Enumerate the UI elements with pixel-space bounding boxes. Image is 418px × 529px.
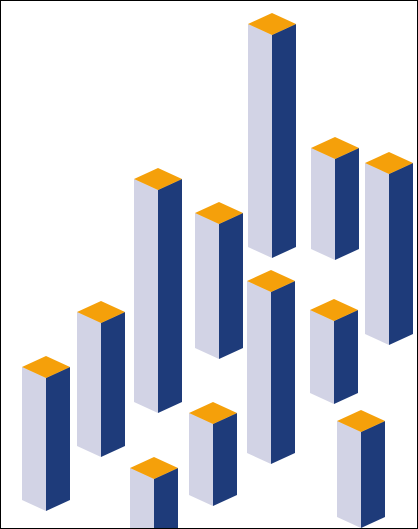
column-right-face <box>389 163 413 345</box>
column-right-face <box>154 468 178 528</box>
column-left-face <box>134 179 158 413</box>
column-top-face <box>247 270 295 292</box>
column-7 <box>310 299 358 404</box>
column-left-face <box>189 413 213 506</box>
column-top-face <box>310 299 358 321</box>
column-top-face <box>311 137 359 159</box>
column-top-face <box>365 152 413 174</box>
column-right-face <box>361 421 385 528</box>
column-right-face <box>335 148 359 260</box>
column-3 <box>365 152 413 345</box>
column-6 <box>247 270 295 464</box>
column-right-face <box>219 213 243 359</box>
column-10 <box>189 402 237 506</box>
column-left-face <box>195 213 219 359</box>
column-top-face <box>248 13 296 35</box>
column-right-face <box>271 281 295 464</box>
column-left-face <box>337 421 361 528</box>
column-12 <box>130 457 178 528</box>
column-right-face <box>213 413 237 506</box>
column-right-face <box>158 179 182 413</box>
column-4 <box>134 168 182 413</box>
column-right-face <box>46 367 70 511</box>
column-11 <box>337 410 385 528</box>
column-9 <box>22 356 70 511</box>
column-5 <box>195 202 243 359</box>
column-left-face <box>247 281 271 464</box>
column-top-face <box>337 410 385 432</box>
column-left-face <box>310 310 334 404</box>
column-8 <box>77 301 125 457</box>
column-right-face <box>101 312 125 457</box>
column-top-face <box>195 202 243 224</box>
column-2 <box>311 137 359 260</box>
column-left-face <box>311 148 335 260</box>
column-left-face <box>130 468 154 528</box>
column-left-face <box>77 312 101 457</box>
column-top-face <box>77 301 125 323</box>
column-left-face <box>365 163 389 345</box>
column-top-face <box>134 168 182 190</box>
column-left-face <box>248 24 272 258</box>
column-top-face <box>189 402 237 424</box>
column-top-face <box>22 356 70 378</box>
column-left-face <box>22 367 46 511</box>
column-right-face <box>272 24 296 258</box>
column-1 <box>248 13 296 258</box>
column-right-face <box>334 310 358 404</box>
column-top-face <box>130 457 178 479</box>
